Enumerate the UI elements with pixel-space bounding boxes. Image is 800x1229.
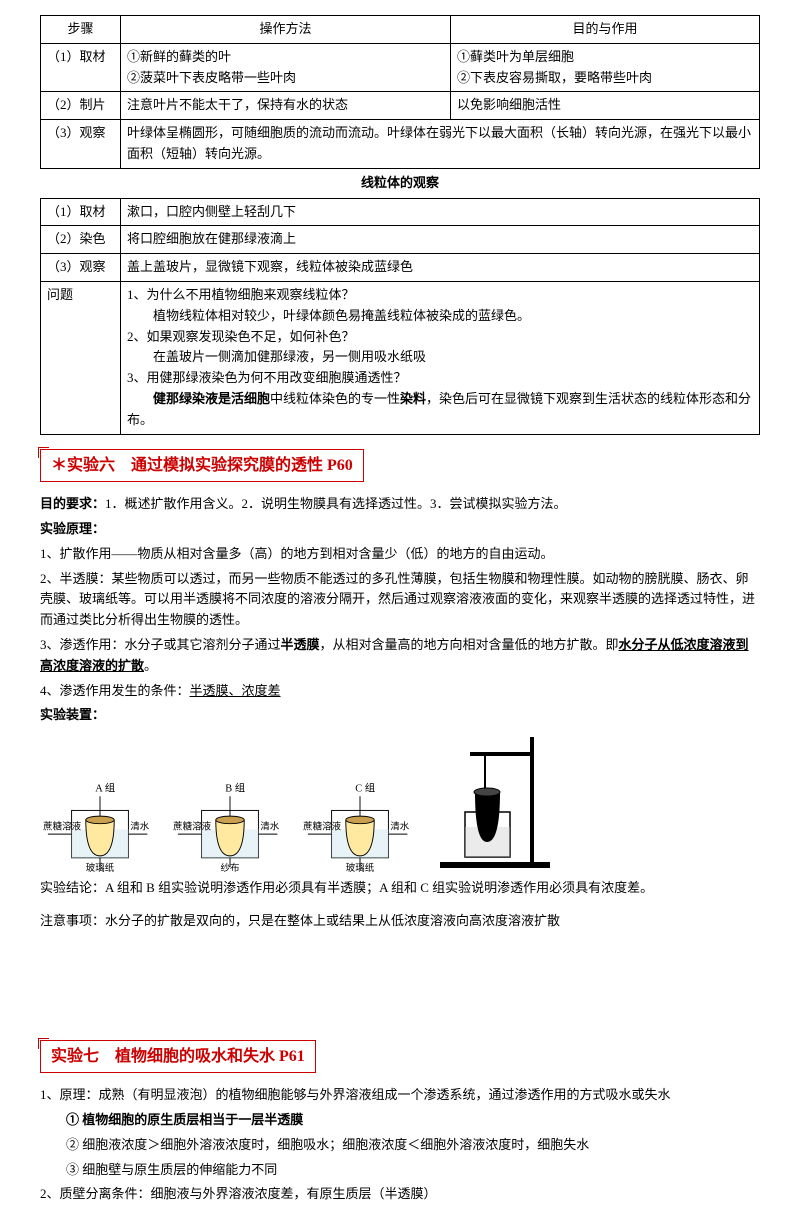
beaker-a-svg: A 组 蔗糖溶液 清水 玻璃纸 — [40, 782, 160, 872]
cell: ①藓类叶为单层细胞 ②下表皮容易撕取，要略带些叶肉 — [451, 43, 760, 92]
p4: 4、渗透作用发生的条件：半透膜、浓度差 — [40, 681, 760, 702]
stand-svg — [430, 732, 560, 872]
q-bold-line: 健那绿染液是活细胞中线粒体染色的专一性染料，染色后可在显微镜下观察到生活状态的线… — [127, 389, 753, 431]
cell: 漱口，口腔内侧壁上轻刮几下 — [121, 198, 760, 226]
bold-text: 半透膜 — [281, 637, 320, 652]
text: 中线粒体染色的专一性 — [270, 391, 400, 406]
exp7-l1: 1、原理：成熟（有明显液泡）的植物细胞能够与外界溶液组成一个渗透系统，通过渗透作… — [40, 1085, 760, 1106]
beaker-a: A 组 蔗糖溶液 清水 玻璃纸 — [40, 782, 160, 872]
label: 实验原理： — [40, 521, 105, 536]
cell: （2）制片 — [41, 92, 121, 120]
exp7-title: 实验七 植物细胞的吸水和失水 P61 — [51, 1048, 305, 1065]
exp6-purpose: 目的要求：1．概述扩散作用含义。2．说明生物膜具有选择透过性。3．尝试模拟实验方… — [40, 494, 760, 515]
table-row: （3）观察 盖上盖玻片，显微镜下观察，线粒体被染成蓝绿色 — [41, 254, 760, 282]
cell: （2）染色 — [41, 226, 121, 254]
table-row: （1）取材 ①新鲜的藓类的叶 ②菠菜叶下表皮略带一些叶肉 ①藓类叶为单层细胞 ②… — [41, 43, 760, 92]
text: 1．概述扩散作用含义。2．说明生物膜具有选择透过性。3．尝试模拟实验方法。 — [105, 496, 567, 511]
label: 实验装置： — [40, 707, 105, 722]
label-sucrose: 蔗糖溶液 — [173, 820, 211, 832]
text: 3、渗透作用：水分子或其它溶剂分子通过 — [40, 637, 281, 652]
q-line: 1、为什么不用植物细胞来观察线粒体？ — [127, 285, 753, 306]
exp7-l1a: ① 植物细胞的原生质层相当于一层半透膜 — [40, 1110, 760, 1131]
beaker-b-svg: B 组 蔗糖溶液 清水 纱布 — [170, 782, 290, 872]
text: 4、渗透作用发生的条件： — [40, 683, 190, 698]
exp6-note: 注意事项：水分子的扩散是双向的，只是在整体上或结果上从低浓度溶液向高浓度溶液扩散 — [40, 911, 760, 932]
underline: 半透膜、浓度差 — [190, 683, 281, 698]
exp7-l2: 2、质壁分离条件：细胞液与外界溶液浓度差，有原生质层（半透膜） — [40, 1184, 760, 1205]
exp6-title: ＊实验六 通过模拟实验探究膜的透性 P60 — [51, 457, 353, 474]
label-water: 清水 — [130, 820, 149, 832]
p2: 2、半透膜：某些物质可以透过，而另一些物质不能透过的多孔性薄膜，包括生物膜和物理… — [40, 569, 760, 631]
exp6-principle-label: 实验原理： — [40, 519, 760, 540]
cell: （1）取材 — [41, 198, 121, 226]
cell: 问题 — [41, 281, 121, 434]
spacer — [40, 936, 760, 1026]
table-row: （1）取材 漱口，口腔内侧壁上轻刮几下 — [41, 198, 760, 226]
label-gauze: 纱布 — [221, 862, 240, 872]
text: ，从相对含量高的地方向相对含量低的地方扩散。即 — [320, 637, 619, 652]
table-row: （2）染色 将口腔细胞放在健那绿液滴上 — [41, 226, 760, 254]
label-b: B 组 — [225, 782, 245, 794]
beaker-c: C 组 蔗糖溶液 清水 玻璃纸 — [300, 782, 420, 872]
q-line: 在盖玻片一侧滴加健那绿液，另一侧用吸水纸吸 — [127, 347, 753, 368]
q-line: 2、如果观察发现染色不足，如何补色？ — [127, 327, 753, 348]
cell: 以免影响细胞活性 — [451, 92, 760, 120]
cell: 将口腔细胞放在健那绿液滴上 — [121, 226, 760, 254]
table-row: （2）制片 注意叶片不能太干了，保持有水的状态 以免影响细胞活性 — [41, 92, 760, 120]
cell: （3）观察 — [41, 254, 121, 282]
label-a: A 组 — [95, 782, 115, 794]
label-water: 清水 — [390, 820, 409, 832]
label-water: 清水 — [260, 820, 279, 832]
cell: 叶绿体呈椭圆形，可随细胞质的流动而流动。叶绿体在弱光下以最大面积（长轴）转向光源… — [121, 120, 760, 169]
exp7-l1c: ③ 细胞壁与原生质层的伸缩能力不同 — [40, 1160, 760, 1181]
bold-text: 染料 — [400, 391, 426, 406]
experiment-diagrams: A 组 蔗糖溶液 清水 玻璃纸 B 组 蔗糖溶液 清水 — [40, 732, 760, 872]
label: 目的要求： — [40, 496, 105, 511]
cell: ①新鲜的藓类的叶 ②菠菜叶下表皮略带一些叶肉 — [121, 43, 451, 92]
device-label: 实验装置： — [40, 705, 760, 726]
exp6-title-box: ＊实验六 通过模拟实验探究膜的透性 P60 — [40, 449, 364, 483]
cell: （3）观察 — [41, 120, 121, 169]
cell: （1）取材 — [41, 43, 121, 92]
exp7-l1b: ② 细胞液浓度＞细胞外溶液浓度时，细胞吸水；细胞液浓度＜细胞外溶液浓度时，细胞失… — [40, 1135, 760, 1156]
label-c: C 组 — [355, 782, 375, 794]
cell: 盖上盖玻片，显微镜下观察，线粒体被染成蓝绿色 — [121, 254, 760, 282]
cell: 注意叶片不能太干了，保持有水的状态 — [121, 92, 451, 120]
t1-h0: 步骤 — [41, 16, 121, 44]
beaker-c-svg: C 组 蔗糖溶液 清水 玻璃纸 — [300, 782, 420, 872]
table-steps-mito: （1）取材 漱口，口腔内侧壁上轻刮几下 （2）染色 将口腔细胞放在健那绿液滴上 … — [40, 198, 760, 435]
q-line: 3、用健那绿液染色为何不用改变细胞膜通透性？ — [127, 368, 753, 389]
p3: 3、渗透作用：水分子或其它溶剂分子通过半透膜，从相对含量高的地方向相对含量低的地… — [40, 635, 760, 677]
text: 。 — [144, 658, 157, 673]
label-glass: 玻璃纸 — [346, 862, 375, 872]
label-sucrose: 蔗糖溶液 — [303, 820, 341, 832]
p1: 1、扩散作用——物质从相对含量多（高）的地方到相对含量少（低）的地方的自由运动。 — [40, 544, 760, 565]
beaker-b: B 组 蔗糖溶液 清水 纱布 — [170, 782, 290, 872]
exp7-title-box: 实验七 植物细胞的吸水和失水 P61 — [40, 1040, 316, 1074]
t1-h2: 目的与作用 — [451, 16, 760, 44]
table-row: 问题 1、为什么不用植物细胞来观察线粒体？ 植物线粒体相对较少，叶绿体颜色易掩盖… — [41, 281, 760, 434]
mito-title: 线粒体的观察 — [40, 173, 760, 194]
t1-h1: 操作方法 — [121, 16, 451, 44]
table-steps-chloroplast: 步骤 操作方法 目的与作用 （1）取材 ①新鲜的藓类的叶 ②菠菜叶下表皮略带一些… — [40, 15, 760, 169]
bold-text: ① 植物细胞的原生质层相当于一层半透膜 — [66, 1112, 303, 1127]
q-line: 植物线粒体相对较少，叶绿体颜色易掩盖线粒体被染成的蓝绿色。 — [127, 306, 753, 327]
label-glass: 玻璃纸 — [86, 862, 115, 872]
stand-apparatus — [430, 732, 560, 872]
table-row: （3）观察 叶绿体呈椭圆形，可随细胞质的流动而流动。叶绿体在弱光下以最大面积（长… — [41, 120, 760, 169]
label-sucrose: 蔗糖溶液 — [43, 820, 81, 832]
bold-text: 健那绿染液是活细胞 — [127, 391, 270, 406]
exp6-conclusion: 实验结论：A 组和 B 组实验说明渗透作用必须具有半透膜；A 组和 C 组实验说… — [40, 878, 760, 899]
cell-questions: 1、为什么不用植物细胞来观察线粒体？ 植物线粒体相对较少，叶绿体颜色易掩盖线粒体… — [121, 281, 760, 434]
